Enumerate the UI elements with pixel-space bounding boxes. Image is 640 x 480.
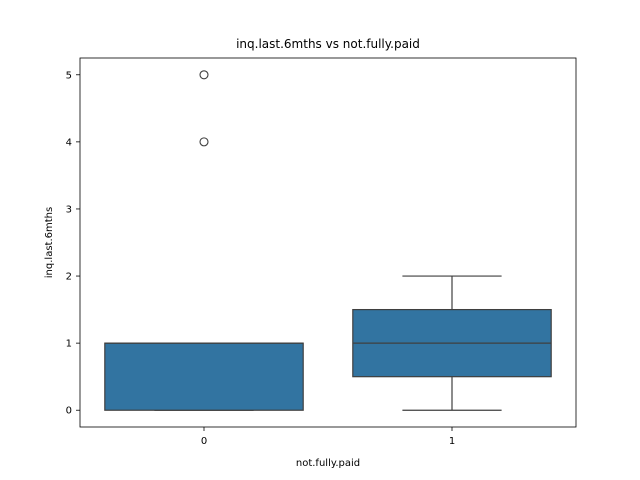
y-axis-title: inq.last.6mths (44, 207, 55, 278)
y-axis: 0 1 2 3 4 5 (66, 70, 80, 417)
x-tick-label: 1 (449, 436, 455, 447)
y-tick-label: 3 (66, 204, 72, 215)
outlier-point (199, 137, 209, 147)
x-axis-title: not.fully.paid (296, 458, 360, 469)
y-tick-label: 5 (66, 70, 72, 81)
y-tick-label: 4 (66, 137, 72, 148)
chart-title: inq.last.6mths vs not.fully.paid (236, 37, 420, 51)
box-iqr (104, 342, 304, 411)
y-tick-label: 2 (66, 272, 72, 283)
x-tick-label: 0 (201, 436, 207, 447)
y-tick-label: 1 (66, 339, 72, 350)
box-group-0 (104, 70, 304, 411)
outlier-point (199, 70, 209, 80)
box-group-1 (352, 275, 552, 411)
plot-area (104, 70, 552, 411)
y-tick-label: 0 (66, 406, 72, 417)
plot-frame (79, 57, 577, 428)
